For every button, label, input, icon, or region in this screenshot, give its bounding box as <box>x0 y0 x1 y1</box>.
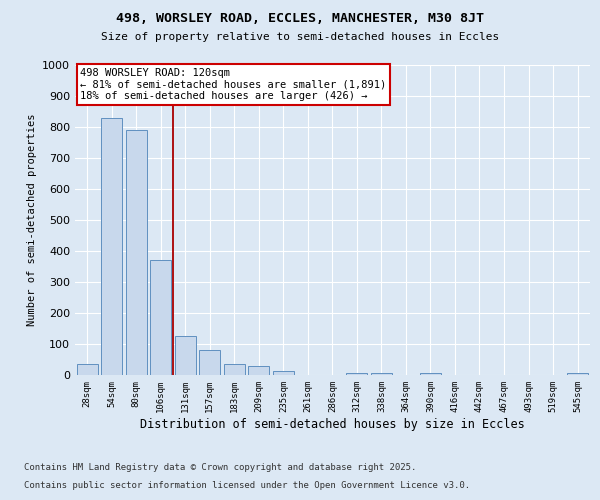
Text: 498, WORSLEY ROAD, ECCLES, MANCHESTER, M30 8JT: 498, WORSLEY ROAD, ECCLES, MANCHESTER, M… <box>116 12 484 26</box>
X-axis label: Distribution of semi-detached houses by size in Eccles: Distribution of semi-detached houses by … <box>140 418 525 430</box>
Bar <box>567 374 588 375</box>
Bar <box>346 372 367 375</box>
Bar <box>101 118 122 375</box>
Bar <box>77 364 98 375</box>
Text: Size of property relative to semi-detached houses in Eccles: Size of property relative to semi-detach… <box>101 32 499 42</box>
Bar <box>126 130 147 375</box>
Bar <box>224 364 245 375</box>
Y-axis label: Number of semi-detached properties: Number of semi-detached properties <box>26 114 37 326</box>
Bar <box>175 336 196 375</box>
Bar <box>420 372 441 375</box>
Bar <box>248 366 269 375</box>
Text: Contains public sector information licensed under the Open Government Licence v3: Contains public sector information licen… <box>24 481 470 490</box>
Bar <box>273 372 294 375</box>
Bar <box>199 350 220 375</box>
Text: 498 WORSLEY ROAD: 120sqm
← 81% of semi-detached houses are smaller (1,891)
18% o: 498 WORSLEY ROAD: 120sqm ← 81% of semi-d… <box>80 68 386 102</box>
Bar <box>151 260 171 375</box>
Bar <box>371 372 392 375</box>
Text: Contains HM Land Registry data © Crown copyright and database right 2025.: Contains HM Land Registry data © Crown c… <box>24 464 416 472</box>
